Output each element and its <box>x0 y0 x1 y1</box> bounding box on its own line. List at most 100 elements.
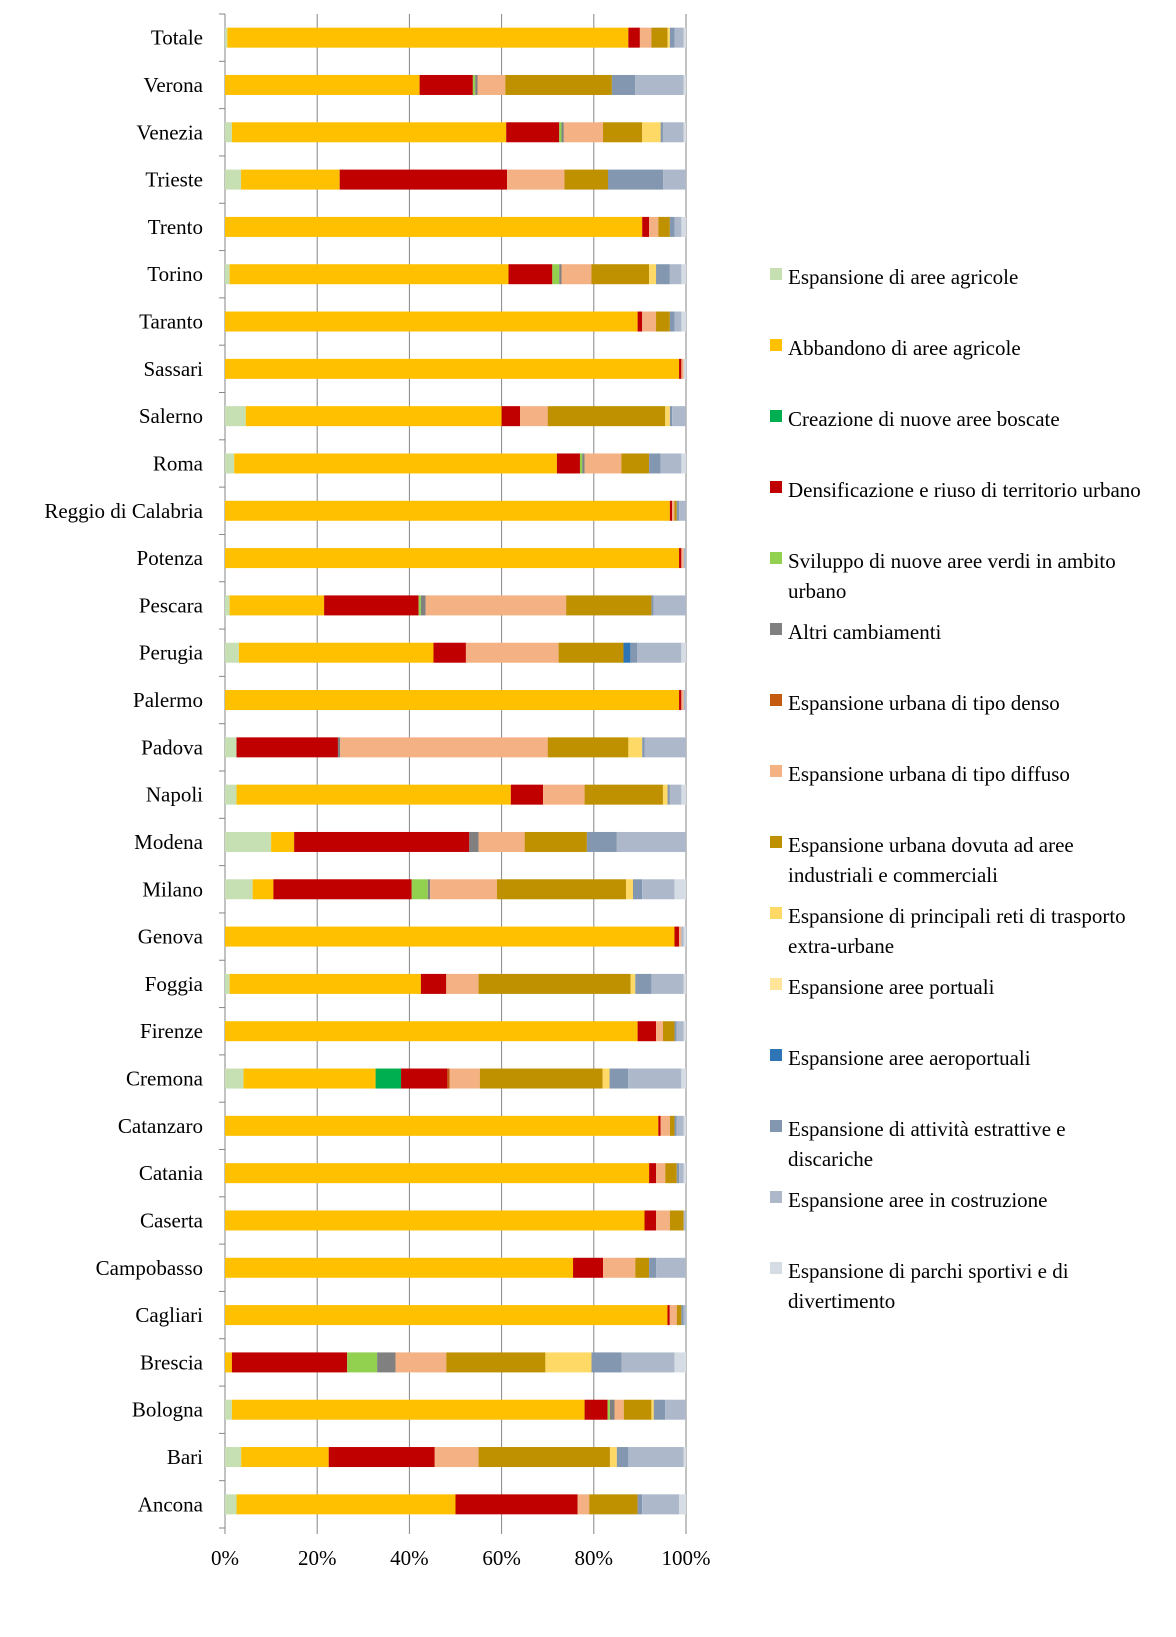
bar-segment <box>510 784 544 805</box>
bar-segment <box>225 453 235 474</box>
bar-segment <box>635 74 684 95</box>
bar-segment <box>669 1115 675 1136</box>
bar-segment <box>637 1021 657 1042</box>
bar-segment <box>683 1210 686 1231</box>
bar-segment <box>623 1399 652 1420</box>
legend-item: Espansione aree portuali <box>770 972 1148 1002</box>
bar-segment <box>681 264 686 285</box>
bar-segment <box>637 642 682 663</box>
bar-segment <box>669 1305 677 1326</box>
legend-swatch <box>770 410 782 422</box>
legend-swatch <box>770 694 782 706</box>
bar-segment <box>411 879 428 900</box>
category-label: Roma <box>153 451 204 475</box>
x-tick-label: 20% <box>298 1546 337 1570</box>
bar-segment <box>225 784 237 805</box>
bar-segment <box>229 973 421 994</box>
bar-segment <box>674 27 684 48</box>
legend-item: Espansione di principali reti di traspor… <box>770 901 1148 961</box>
bar-segment <box>225 122 232 143</box>
bar-segment <box>669 406 673 427</box>
category-label: Campobasso <box>96 1256 203 1280</box>
bar-segment <box>449 1068 480 1089</box>
category-label: Firenze <box>140 1019 203 1043</box>
legend-label: Creazione di nuove aree boscate <box>788 407 1060 431</box>
category-label: Trento <box>148 215 203 239</box>
bar-segment <box>607 1399 610 1420</box>
category-label: Genova <box>138 925 204 949</box>
bar-segment <box>243 1068 376 1089</box>
bar-segment <box>328 1447 435 1468</box>
bar-segment <box>447 1068 450 1089</box>
bar-segment <box>347 1352 378 1373</box>
bar-segment <box>672 406 686 427</box>
bar-segment <box>225 500 670 521</box>
bar-segment <box>603 1257 636 1278</box>
bar-segment <box>577 1494 590 1515</box>
legend-label: Espansione di aree agricole <box>788 265 1019 289</box>
bar-segment <box>681 216 686 237</box>
bar-segment <box>674 311 682 332</box>
bar-segment <box>225 973 230 994</box>
bar-segment <box>225 926 675 947</box>
bar-segment <box>506 122 560 143</box>
bar-segment <box>225 1352 232 1373</box>
bar-segment <box>616 1447 629 1468</box>
bar-segment <box>236 1494 456 1515</box>
legend-item: Espansione di attività estrattive e disc… <box>770 1114 1148 1174</box>
bar-segment <box>579 453 583 474</box>
bar-segment <box>477 74 506 95</box>
bar-segment <box>669 27 675 48</box>
bar-segment <box>681 690 684 711</box>
legend-label: Espansione di attività estrattive e disc… <box>788 1117 1066 1171</box>
bar-segment <box>478 831 525 852</box>
category-label: Milano <box>142 877 203 901</box>
bar-segment <box>642 879 675 900</box>
bar-segment <box>651 595 654 616</box>
bar-segment <box>465 642 559 663</box>
bar-segment <box>225 1494 237 1515</box>
bar-segment <box>674 500 677 521</box>
bar-segment <box>665 406 670 427</box>
bar-segment <box>455 1494 578 1515</box>
bar-segment <box>669 264 682 285</box>
category-label: Napoli <box>146 783 203 807</box>
bar-segment <box>681 1305 684 1326</box>
category-label: Trieste <box>145 168 203 192</box>
bar-segment <box>401 1068 448 1089</box>
bar-segment <box>630 973 636 994</box>
bar-segment <box>653 1399 666 1420</box>
bar-segment <box>663 169 686 190</box>
bar-segment <box>683 1305 686 1326</box>
bar-segment <box>469 831 479 852</box>
legend-label: Espansione urbana di tipo diffuso <box>788 762 1070 786</box>
bar-segment <box>679 500 686 521</box>
bar-segment <box>475 74 478 95</box>
bar-segment <box>637 1494 643 1515</box>
legend-label: Espansione aree in costruzione <box>788 1188 1048 1212</box>
bar-segment <box>508 264 553 285</box>
bar-segment <box>478 1447 610 1468</box>
bar-segment <box>225 358 680 379</box>
legend-item: Espansione urbana di tipo denso <box>770 688 1148 718</box>
category-label: Venezia <box>137 120 204 144</box>
legend-label: Espansione di principali reti di traspor… <box>788 904 1126 958</box>
bar-segment <box>478 973 631 994</box>
legend-swatch <box>770 268 782 280</box>
bar-segment <box>656 311 670 332</box>
bar-segment <box>649 453 661 474</box>
category-label: Bologna <box>132 1398 204 1422</box>
bar-segment <box>621 453 650 474</box>
bar-segment <box>667 27 670 48</box>
legend-swatch <box>770 339 782 351</box>
legend-item: Sviluppo di nuove aree verdi in ambito u… <box>770 546 1148 606</box>
bar-segment <box>591 1352 622 1373</box>
category-label: Reggio di Calabria <box>44 499 203 523</box>
category-label: Cagliari <box>135 1303 203 1327</box>
bar-segment <box>395 1352 447 1373</box>
bar-segment <box>674 1021 677 1042</box>
category-label: Salerno <box>139 404 203 428</box>
bar-segment <box>649 264 657 285</box>
bar-segment <box>271 831 295 852</box>
bar-segment <box>425 595 567 616</box>
